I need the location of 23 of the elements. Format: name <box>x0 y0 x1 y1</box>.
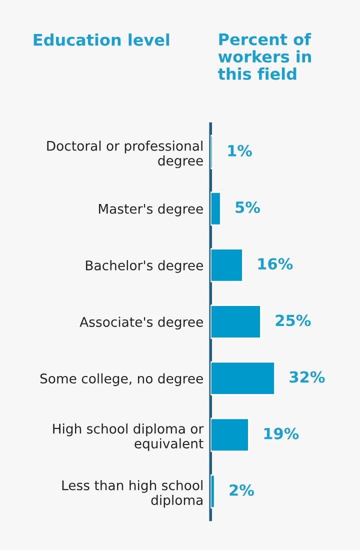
data-label: 5% <box>236 201 260 214</box>
y-tick-label: Doctoral or professional degree <box>47 140 203 168</box>
data-label: 25% <box>276 314 311 326</box>
y-tick-label: Some college, no degree <box>40 373 203 386</box>
y-tick-label: Bachelor's degree <box>86 260 203 273</box>
data-label: 19% <box>264 428 299 440</box>
bar <box>210 134 214 170</box>
data-label: 1% <box>228 144 252 156</box>
y-axis-title: Education level <box>34 34 170 46</box>
bar <box>210 418 250 452</box>
bar <box>210 474 216 509</box>
y-tick-label: Less than high school diploma <box>62 480 202 508</box>
x-axis-title: Percent of workers in this field <box>218 33 312 80</box>
y-tick-label: High school diploma or equivalent <box>53 423 204 452</box>
y-tick-label: Master's degree <box>98 204 203 216</box>
data-label: 16% <box>258 258 293 270</box>
bar <box>210 304 262 339</box>
data-label: 2% <box>230 484 254 496</box>
bar <box>210 361 276 396</box>
data-label: 32% <box>290 371 325 383</box>
bar <box>210 248 244 282</box>
y-tick-label: Associate's degree <box>80 316 203 330</box>
bar <box>210 192 222 226</box>
